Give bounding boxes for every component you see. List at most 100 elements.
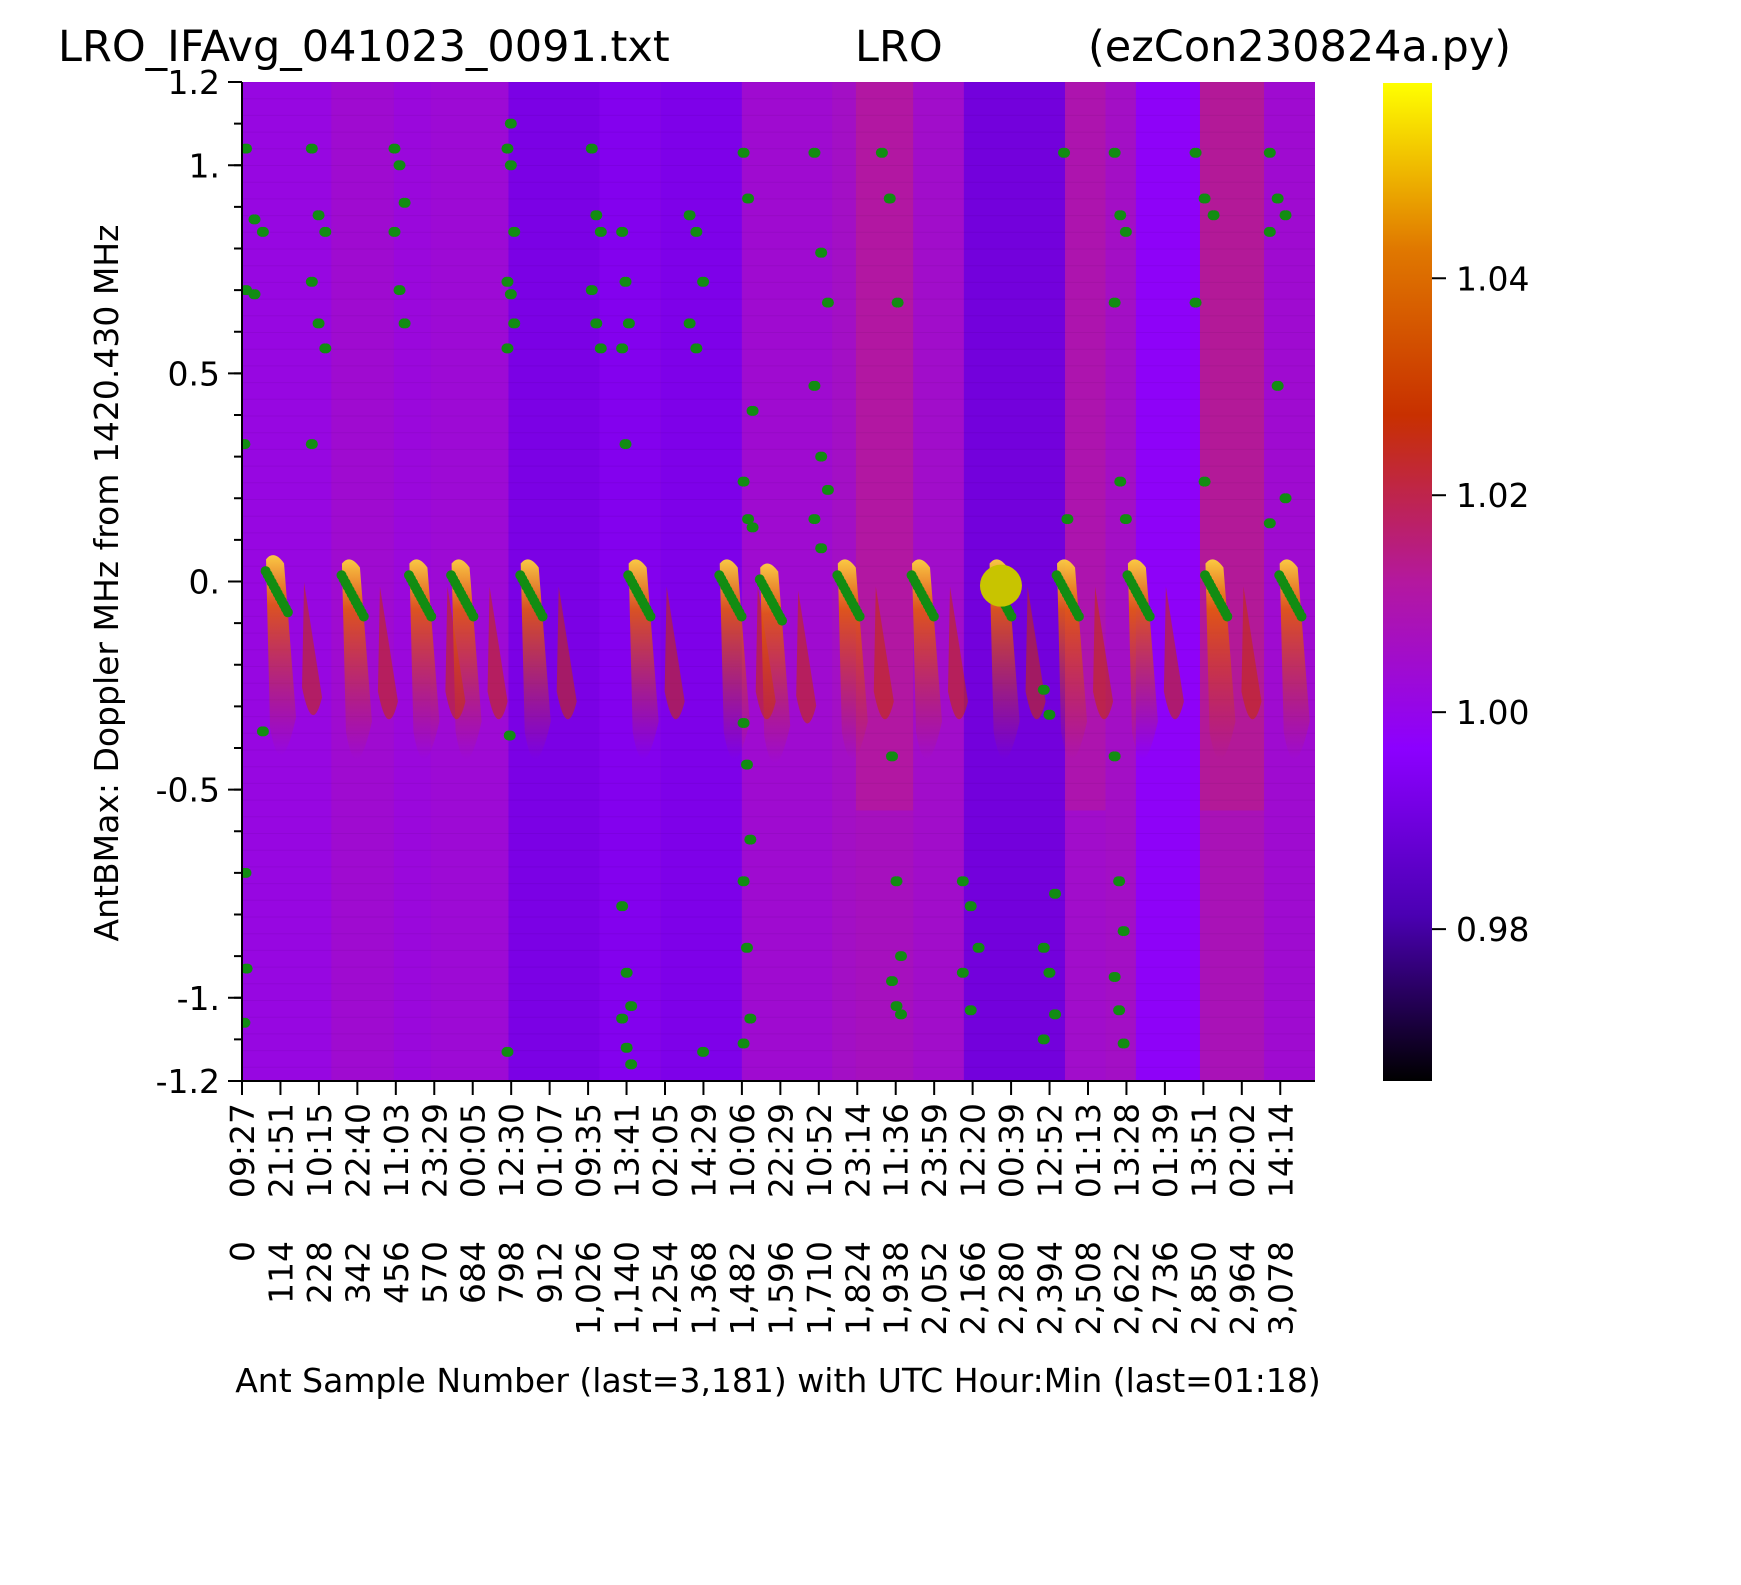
x-tick-label-utc: 14:29 — [684, 1103, 723, 1198]
y-tick-label: 1. — [189, 146, 221, 185]
max-point — [1006, 611, 1017, 622]
x-tick-label-utc: 12:20 — [954, 1103, 993, 1198]
max-point — [307, 276, 318, 287]
max-point — [897, 1009, 908, 1020]
x-tick-label-utc: 13:41 — [608, 1103, 647, 1198]
max-point — [621, 439, 632, 450]
x-tick-label-utc: 13:51 — [1184, 1103, 1223, 1198]
max-point — [1110, 751, 1121, 762]
max-point — [307, 439, 318, 450]
max-point — [618, 226, 629, 237]
max-point — [739, 147, 750, 158]
max-point — [958, 967, 969, 978]
x-tick-label-utc: 14:14 — [1261, 1103, 1300, 1198]
x-axis-label: Ant Sample Number (last=3,181) with UTC … — [235, 1361, 1321, 1400]
max-point — [242, 143, 253, 154]
max-point — [1191, 297, 1202, 308]
max-point — [622, 967, 633, 978]
x-tick-label-utc: 12:30 — [492, 1103, 531, 1198]
x-tick-label-utc: 10:06 — [723, 1103, 762, 1198]
max-point — [1265, 226, 1276, 237]
max-point — [966, 1005, 977, 1016]
heatmap-plot-area — [242, 82, 1315, 1081]
heatmap-ridge-secondary — [796, 590, 817, 724]
max-point — [892, 876, 903, 887]
max-point — [258, 726, 269, 737]
x-tick-label-sample: 912 — [531, 1241, 570, 1304]
max-point — [974, 942, 985, 953]
heatmap-ridge-secondary — [487, 586, 508, 720]
x-tick-label-sample: 2,280 — [992, 1241, 1031, 1335]
max-point — [699, 1046, 710, 1057]
max-point — [627, 1059, 638, 1070]
x-tick-label-sample: 2,964 — [1223, 1241, 1262, 1335]
x-tick-label-sample: 1,824 — [838, 1241, 877, 1335]
heatmap-ridge-secondary — [664, 586, 685, 720]
max-point — [744, 193, 755, 204]
x-tick-label-utc: 02:05 — [646, 1103, 685, 1198]
chart-title-right: (ezCon230824a.py) — [1088, 22, 1512, 72]
max-point — [1121, 226, 1132, 237]
max-point — [242, 963, 253, 974]
max-point — [1209, 210, 1220, 221]
max-point — [746, 834, 757, 845]
max-point — [587, 143, 598, 154]
max-point — [1116, 476, 1127, 487]
x-tick-label-sample: 2,052 — [915, 1241, 954, 1335]
x-tick-label-utc: 22:40 — [338, 1103, 377, 1198]
x-tick-label-utc: 00:39 — [992, 1103, 1031, 1198]
chart-title-center: LRO — [855, 22, 943, 72]
x-tick-label-utc: 22:29 — [761, 1103, 800, 1198]
max-point — [685, 210, 696, 221]
max-point — [510, 226, 521, 237]
max-point — [739, 718, 750, 729]
max-point — [242, 439, 251, 450]
max-point — [321, 343, 332, 354]
max-point — [892, 1001, 903, 1012]
max-point — [692, 343, 703, 354]
axes: 1.2 1. 0.5 0. -0.5 -1. -1.209:27 0 21:51 114 10:15… — [156, 63, 1315, 1335]
max-point — [1110, 971, 1121, 982]
x-tick-label-utc: 09:35 — [569, 1103, 608, 1198]
max-point — [314, 210, 325, 221]
y-tick-label: 0. — [189, 563, 221, 602]
max-point — [810, 147, 821, 158]
max-point — [966, 901, 977, 912]
max-point — [622, 1042, 633, 1053]
max-point — [888, 751, 899, 762]
x-tick-label-utc: 12:52 — [1031, 1103, 1070, 1198]
heatmap-ridge-secondary — [1163, 586, 1184, 720]
max-point — [506, 118, 517, 129]
max-point — [621, 276, 632, 287]
heatmap-band-lower — [855, 810, 914, 1081]
max-point — [928, 611, 939, 622]
max-point — [400, 197, 411, 208]
max-point — [242, 1017, 251, 1028]
max-point — [307, 143, 318, 154]
max-point — [503, 1046, 514, 1057]
x-tick-label-utc: 10:52 — [800, 1103, 839, 1198]
x-tick-label-sample: 3,078 — [1261, 1241, 1300, 1335]
x-tick-label-utc: 09:27 — [223, 1103, 262, 1198]
max-point — [587, 285, 598, 296]
max-point — [503, 343, 514, 354]
max-point — [958, 876, 969, 887]
colorbar-tick-label: 1.00 — [1456, 693, 1529, 732]
max-point — [1200, 476, 1211, 487]
heatmap-ridge — [266, 555, 297, 756]
max-point — [1063, 514, 1074, 525]
heatmap-band — [242, 82, 332, 1081]
colorbar-tick-label: 1.04 — [1456, 259, 1529, 298]
max-point — [810, 380, 821, 391]
x-tick-label-sample: 342 — [338, 1241, 377, 1304]
x-tick-label-utc: 01:39 — [1146, 1103, 1185, 1198]
max-point — [395, 160, 406, 171]
max-point — [503, 276, 514, 287]
x-tick-label-sample: 1,710 — [800, 1241, 839, 1335]
heatmap-ridge — [760, 563, 791, 764]
max-point — [1119, 926, 1130, 937]
heatmap-ridge — [912, 559, 943, 760]
heatmap-ridge — [1057, 559, 1088, 760]
heatmap-ridge — [1279, 559, 1310, 760]
x-tick-label-sample: 684 — [454, 1241, 493, 1304]
